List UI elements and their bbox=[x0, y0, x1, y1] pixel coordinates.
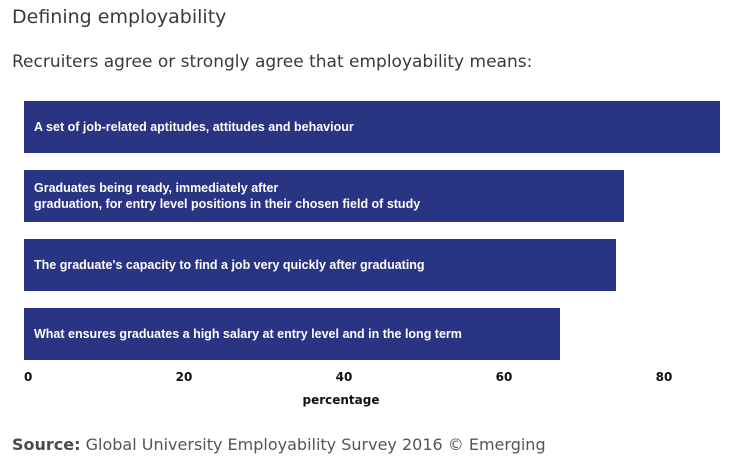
bar-3 bbox=[24, 239, 616, 291]
bar-label-1: A set of job-related aptitudes, attitude… bbox=[34, 120, 354, 134]
x-tick-label-80: 80 bbox=[656, 370, 673, 384]
bar-label-4: What ensures graduates a high salary at … bbox=[34, 327, 462, 341]
x-tick-label-20: 20 bbox=[176, 370, 193, 384]
bar-label-2-line-1: Graduates being ready, immediately after bbox=[34, 181, 278, 195]
x-tick-label-60: 60 bbox=[496, 370, 513, 384]
bar-4 bbox=[24, 308, 560, 360]
source-note: Source: Global University Employability … bbox=[12, 435, 546, 454]
source-label: Source: bbox=[12, 435, 81, 454]
chart-subtitle: Recruiters agree or strongly agree that … bbox=[12, 52, 533, 72]
bar-2 bbox=[24, 170, 624, 222]
chart-title: Defining employability bbox=[12, 6, 227, 28]
bar-chart: A set of job-related aptitudes, attitude… bbox=[24, 101, 720, 407]
bar-label-2-line-2: graduation, for entry level positions in… bbox=[34, 197, 420, 211]
bar-label-3: The graduate's capacity to find a job ve… bbox=[34, 258, 425, 272]
x-tick-label-40: 40 bbox=[336, 370, 353, 384]
x-tick-label-0: 0 bbox=[24, 370, 32, 384]
x-axis-label: percentage bbox=[302, 393, 379, 407]
source-text: Global University Employability Survey 2… bbox=[85, 435, 546, 454]
bar-1 bbox=[24, 101, 720, 153]
